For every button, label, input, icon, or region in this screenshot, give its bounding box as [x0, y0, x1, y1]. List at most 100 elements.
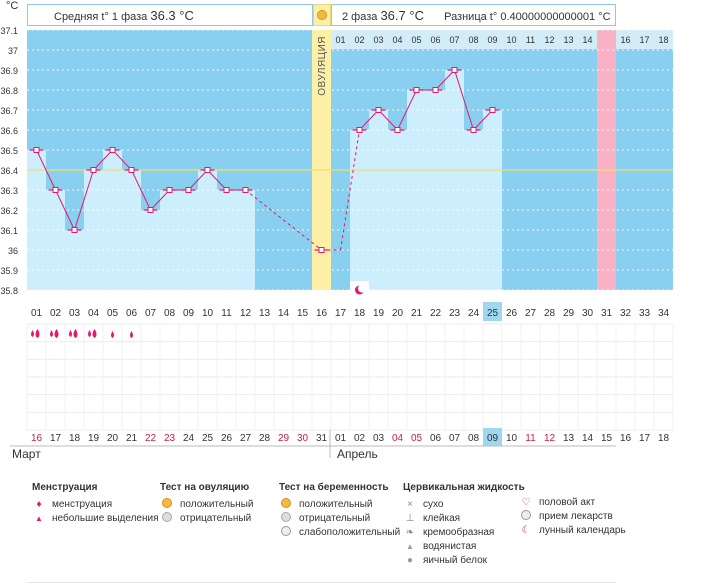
cycle-day-label: 24 [468, 308, 480, 319]
temperature-point [166, 187, 173, 193]
legend-item: ● яичный белок [403, 554, 525, 568]
menstruation-drops-icon [92, 329, 97, 338]
cycle-day-label: 25 [487, 308, 499, 319]
menstruation-drops-icon: ♦︎ [36, 499, 42, 510]
temperature-bar [141, 210, 160, 290]
temperature-bar [46, 190, 65, 290]
date-label: 18 [658, 433, 670, 444]
menstruation-drops-icon [88, 330, 91, 337]
menstruation-drops-icon [31, 330, 34, 337]
diff-value: 0.40000000000001 °C [500, 11, 611, 23]
date-label: 23 [164, 433, 176, 444]
legend-item: ▲ небольшие выделения [32, 512, 159, 526]
legend-label: половой акт [539, 497, 596, 508]
temperature-bar [103, 150, 122, 290]
cycle-day-label: 07 [145, 308, 157, 319]
legend-title: Тест на овуляцию [160, 482, 250, 493]
date-label: 16 [31, 433, 43, 444]
date-label: 13 [563, 433, 575, 444]
legend-item: ⊥ клейкая [403, 512, 525, 526]
top-day-label: 02 [354, 35, 364, 45]
top-day-cell [426, 30, 445, 49]
top-day-cell [654, 30, 673, 49]
legend-item: ♡ половой акт [519, 496, 626, 510]
temperature-bar [122, 170, 141, 290]
legend-item: ☾ лунный календарь [519, 524, 626, 538]
top-day-cell [502, 30, 521, 49]
date-label: 30 [297, 433, 309, 444]
temperature-point [242, 187, 249, 193]
date-label: 09 [487, 433, 499, 444]
negative-dot-icon [281, 511, 291, 522]
ovulation-header-cell [313, 4, 331, 26]
legend-pregnancy-test: Тест на беременность положительный отриц… [279, 482, 400, 540]
legend-label: водянистая [423, 541, 477, 552]
positive-dot-icon [162, 497, 172, 508]
legend-label: отрицательный [299, 513, 371, 524]
temperature-gap-line [340, 129, 360, 251]
top-day-cell [350, 30, 369, 49]
temperature-point [147, 207, 154, 213]
today-highlight [483, 428, 502, 446]
temperature-bar [407, 90, 426, 290]
date-label: 10 [506, 433, 518, 444]
date-label: 25 [202, 433, 214, 444]
top-day-cell [369, 30, 388, 49]
date-label: 03 [373, 433, 385, 444]
legend-title: Цервикальная жидкость [403, 482, 525, 493]
top-day-cell [559, 30, 578, 49]
cycle-day-label: 08 [164, 308, 176, 319]
cycle-day-label: 09 [183, 308, 195, 319]
cycle-day-label: 12 [240, 308, 252, 319]
temperature-point [451, 67, 458, 73]
creamy-icon: ❧ [405, 527, 415, 538]
phase1-header: Средняя t° 1 фаза 36.3 °C [27, 4, 313, 26]
pink-day-column [597, 30, 616, 290]
cycle-day-label: 14 [278, 308, 290, 319]
phase2-value: 36.7 °C [380, 8, 424, 23]
date-label: 24 [183, 433, 195, 444]
y-tick-label: 36.6 [0, 126, 18, 136]
small-drop-icon [130, 331, 133, 338]
cycle-day-label: 33 [639, 308, 651, 319]
date-label: 21 [126, 433, 138, 444]
y-tick-label: 36 [8, 246, 18, 256]
top-day-label: 12 [544, 35, 554, 45]
temperature-point [204, 167, 211, 173]
egg-white-icon: ● [406, 555, 414, 566]
top-day-cell [464, 30, 483, 49]
cycle-day-label: 31 [601, 308, 613, 319]
date-label: 08 [468, 433, 480, 444]
date-label: 31 [316, 433, 328, 444]
date-label: 02 [354, 433, 366, 444]
cycle-day-label: 28 [544, 308, 556, 319]
cycle-day-label: 10 [202, 308, 214, 319]
legend-cervical: Цервикальная жидкость × сухо ⊥ клейкая ❧… [403, 482, 525, 568]
legend-item: слабоположительный [279, 525, 400, 540]
date-label: 28 [259, 433, 271, 444]
y-tick-label: 36.1 [0, 226, 18, 236]
y-tick-label: 36.5 [0, 146, 18, 156]
sun-icon [317, 10, 327, 20]
date-label: 26 [221, 433, 233, 444]
temperature-bar [27, 150, 46, 290]
temperature-bar [483, 110, 502, 290]
diff-label: Разница t° [444, 11, 498, 23]
y-tick-label: 36.3 [0, 186, 18, 196]
date-label: 18 [69, 433, 81, 444]
month-second: Апрель [337, 447, 378, 461]
weak-positive-icon [281, 525, 291, 536]
cycle-day-label: 03 [69, 308, 81, 319]
menstruation-drops-icon [35, 329, 40, 338]
temperature-gap-line [245, 189, 322, 251]
menstruation-drops-icon [69, 330, 72, 337]
legend-item: × сухо [403, 498, 525, 512]
cycle-day-label: 21 [411, 308, 423, 319]
top-day-cell [578, 30, 597, 49]
ovulation-label: ОВУЛЯЦИЯ [317, 36, 328, 96]
legend-item: отрицательный [279, 511, 400, 526]
legend-item: ♦︎ менструация [32, 498, 159, 512]
legend-item: ▲ водянистая [403, 540, 525, 554]
cycle-day-label: 11 [221, 308, 232, 319]
y-tick-label: 36.8 [0, 86, 18, 96]
